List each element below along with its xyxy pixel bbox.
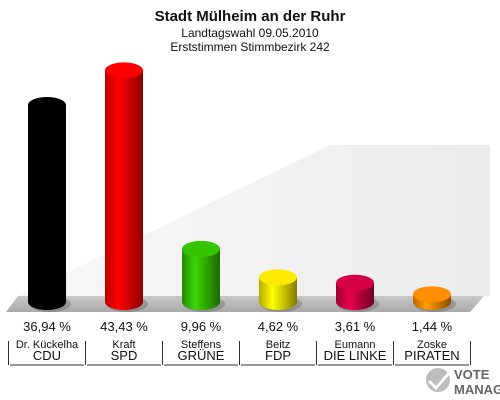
bar-top-die-linke [336,274,374,291]
candidate-label-die-linke: Eumann [335,339,376,351]
chart-title: Stadt Mülheim an der Ruhr [155,8,346,25]
chart-subtitle-district: Erststimmen Stimmbezirk 242 [170,40,330,54]
bar-top-spd [105,62,143,79]
bar-top-cdu [28,96,66,113]
vote-manager-logo-text-2: MANAGER [454,382,500,397]
vote-manager-logo: VOTE MANAGER [426,367,500,397]
party-label-fdp: FDP [265,348,291,363]
party-label-die-linke: DIE LINKE [324,348,387,363]
value-label-gr-ne: 9,96 % [181,319,222,334]
value-label-spd: 43,43 % [100,319,148,334]
candidate-label-piraten: Zoske [417,339,447,351]
bar-cdu [28,104,66,310]
value-label-cdu: 36,94 % [23,319,71,334]
candidate-label-gr-ne: Steffens [181,339,222,351]
bars-group [28,62,456,312]
bar-gr-ne [182,248,220,310]
bar-top-fdp [259,269,297,286]
background-plane [18,145,490,296]
vote-manager-logo-text-1: VOTE [454,367,490,382]
party-label-cdu: CDU [33,348,61,363]
chart-subtitle-date: Landtagswahl 09.05.2010 [181,26,319,40]
bar-spd [105,70,143,310]
bar-top-piraten [413,286,451,303]
candidate-label-cdu: Dr. Kückelha [16,339,79,351]
party-label-gr-ne: GRÜNE [178,348,225,363]
party-label-piraten: PIRATEN [404,348,459,363]
candidate-label-spd: Kraft [112,339,135,351]
vote-manager-logo-mark [426,368,450,392]
party-label-spd: SPD [111,348,138,363]
check-mark-icon [428,372,450,390]
chart-floor [6,296,484,312]
bar-fdp [259,277,297,310]
value-label-piraten: 1,44 % [412,319,453,334]
bar-top-gr-ne [182,240,220,257]
value-label-fdp: 4,62 % [258,319,299,334]
value-label-die-linke: 3,61 % [335,319,376,334]
candidate-label-fdp: Beitz [266,339,290,351]
